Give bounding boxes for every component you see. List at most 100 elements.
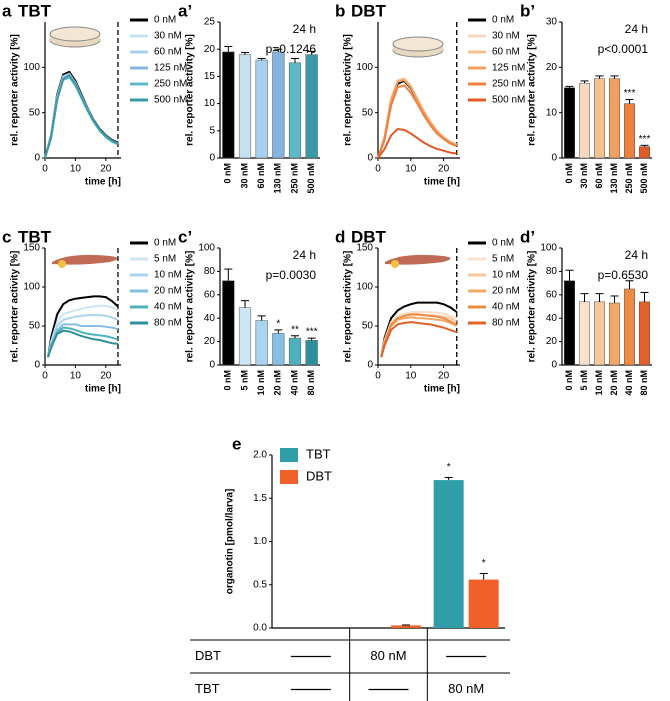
bar [222,51,235,159]
legend-label: 5 nM [154,254,176,265]
y-tick-label: 0 [209,153,215,164]
series-line [44,73,119,159]
y-tick-label: 0 [551,360,557,371]
bar [288,337,302,366]
legend-label: 5 nM [492,254,514,265]
y-tick-label: 100 [356,62,373,73]
legend-label: 40 nM [492,302,520,313]
bar [594,301,605,366]
series-line [44,76,119,159]
y-tick-label: 0 [209,360,215,371]
y-tick-label: 2.0 [253,450,267,461]
panel-label: d’ [520,227,535,246]
row-label: DBT [195,648,221,663]
y-tick-label: 0.5 [253,579,267,590]
x-tick-label: 0 nM [564,163,574,184]
y-tick-label: 0 [551,153,557,164]
significance: *** [624,88,636,99]
bar [624,288,635,366]
larva-icon [52,254,451,268]
y-tick-label: 50 [362,321,374,332]
x-tick-label: 250 nM [624,163,634,194]
annotation: p=0.0030 [266,268,317,282]
y-tick-label: 100 [23,62,40,73]
y-tick-label: 50 [362,107,374,118]
bar [468,579,499,628]
y-tick-label: 80 [204,266,216,277]
x-tick-label: 5 nM [239,370,249,391]
series-line [380,301,458,358]
bar [564,280,575,366]
series-line [47,323,119,358]
y-tick-label: 40 [204,313,216,324]
legend-label: 0 nM [492,15,514,26]
series-line [380,321,458,358]
y-axis-title: rel. reporter activity [%] [527,34,538,146]
x-tick-label: 0 [42,164,48,175]
x-tick-label: 250 nM [289,163,299,194]
x-tick-label: 30 nM [579,163,589,189]
legend-swatch [280,470,298,484]
annotation: 24 h [293,248,316,262]
x-tick-label: 0 nM [564,370,574,391]
significance: * [276,319,280,330]
y-axis-title: rel. reporter activity [%] [343,251,354,363]
y-tick-label: 20 [546,336,558,347]
y-tick-label: 1.5 [253,493,267,504]
y-tick-label: 20 [204,44,216,55]
x-tick-label: 10 nM [594,370,604,396]
legend-label: 10 nM [492,270,520,281]
y-tick-label: 5 [209,125,215,136]
series-line [47,304,119,358]
bar [288,62,302,159]
y-tick-label: 150 [356,243,373,254]
legend-label: 10 nM [154,270,182,281]
bar [305,340,318,366]
y-axis-title: rel. reporter activity [%] [185,251,196,363]
annotation: p<0.0001 [598,42,649,56]
series-line [44,74,119,159]
y-tick-label: 50 [29,321,41,332]
legend-label: 80 nM [154,318,182,329]
series-line [44,73,119,159]
y-axis-title: rel. reporter activity [%] [10,251,21,363]
bar [391,625,421,628]
panel-title: TBT [18,1,52,20]
y-axis-title: rel. reporter activity [%] [10,34,21,146]
x-tick-label: 10 [405,371,417,382]
x-tick-label: 0 nM [223,163,233,184]
series-line [377,79,458,159]
bar [639,301,650,366]
bar [594,78,605,159]
x-tick-label: 500 nM [306,163,316,194]
x-tick-label: 130 nM [273,163,283,194]
legend-label: 30 nM [154,31,182,42]
significance: ** [291,324,299,335]
x-tick-label: 20 nM [609,370,619,396]
row-label: TBT [195,681,220,696]
annotation: 24 h [625,248,648,262]
bar [609,78,620,159]
x-tick-label: 10 nM [256,370,266,396]
panel-title: TBT [18,227,52,246]
series-line [377,78,458,159]
x-axis-title: time [h] [424,384,460,395]
bar [564,87,575,159]
y-tick-label: 100 [23,282,40,293]
legend-label: 60 nM [492,47,520,58]
series-line [377,127,457,159]
panel-label: b [335,1,345,20]
y-tick-label: 20 [546,62,558,73]
y-tick-label: 80 [546,266,558,277]
legend-label: 0 nM [492,238,514,249]
series-line [44,70,119,159]
bar [255,320,268,366]
dish-icon [49,26,444,58]
legend-label: 60 nM [154,47,182,58]
panel-label: e [232,434,241,453]
x-tick-label: 0 [375,371,381,382]
y-tick-label: 20 [204,336,216,347]
legend-label: TBT [306,446,331,461]
bar [222,280,235,366]
